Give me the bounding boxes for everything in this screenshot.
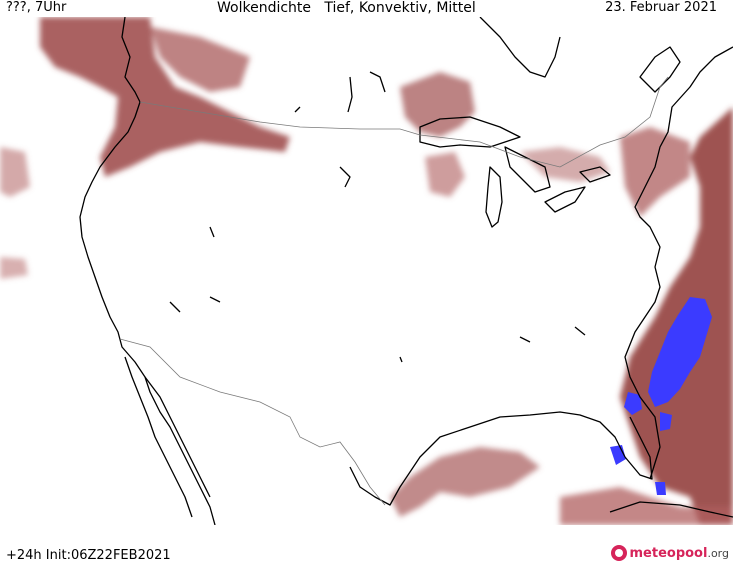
cloud-area-pacific-edge [0,147,30,197]
lake-outline [347,76,353,113]
lake-michigan [485,166,503,228]
convective-area-cuba [655,482,666,495]
cloud-area-east-coast [620,107,733,525]
model-run-label: +24h Init:06Z22FEB2021 [6,548,171,563]
border-layer [119,76,669,506]
meteopool-logo[interactable]: meteopool.org [610,545,730,561]
cuba-coastline [609,501,733,518]
lake-outline [339,166,351,188]
coastline-layer [79,17,733,525]
lake-ontario [579,166,611,183]
atlantic-coastline [624,46,733,480]
logo-brand: meteopool [629,545,708,561]
gulf-of-california-coast [144,376,211,498]
lake-superior [419,116,521,148]
cloud-area-pacific-northwest [40,17,290,177]
lake-outline [369,71,386,93]
logo-text: meteopool.org [630,546,730,561]
cloud-area-canada-west [150,27,250,92]
header-timestamp: ???, 7Uhr [6,0,67,15]
lake-outline [574,326,586,336]
lake-outline [294,106,301,113]
lake-huron [504,146,551,193]
cloud-area-east-coast-2 [620,127,690,217]
cloud-area-caribbean [560,487,733,525]
convective-area-florida-2 [660,412,672,431]
logo-tld: .org [707,546,729,560]
lake-outline [399,356,403,363]
meteopool-logo-icon [610,545,627,561]
baja-coastline [124,356,193,518]
west-coastline [79,17,216,525]
header-date: 23. Februar 2021 [605,0,717,15]
convective-area-south [624,392,642,415]
lake-erie [544,186,586,213]
cloud-area-pacific-edge-2 [0,257,28,279]
weather-map [0,17,733,525]
cloud-area-michigan [425,152,465,197]
cloud-area-gulf [390,447,540,517]
lake-outline [169,301,181,313]
lake-outline [209,296,221,303]
labrador-coast [639,46,681,93]
lake-outline [519,336,531,343]
convective-area-southeast [648,297,712,407]
cloud-cover-layer [0,17,733,525]
us-mexico-border [119,338,386,506]
cloud-area-great-lakes [400,72,475,137]
us-canada-border [139,76,669,168]
northern-coastline [479,17,561,78]
convective-layer [610,297,712,495]
map-title: Wolkendichte Tief, Konvektiv, Mittel [217,0,476,16]
lake-outline [209,226,215,238]
